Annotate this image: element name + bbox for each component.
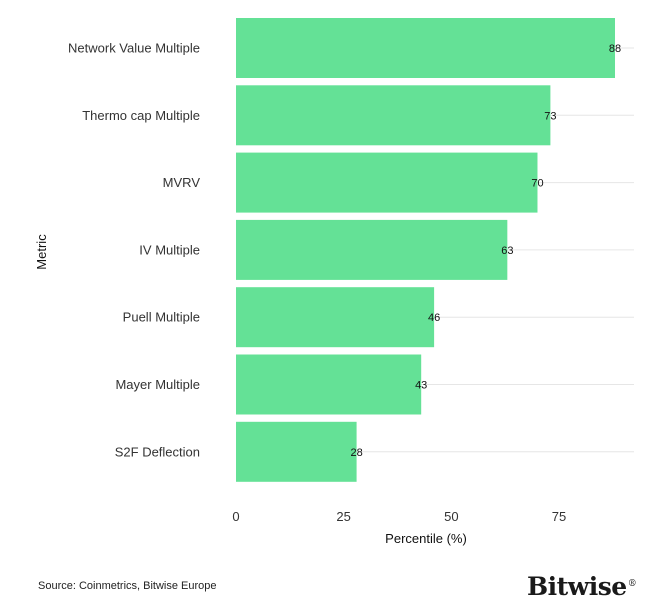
data-label: 63: [501, 245, 513, 257]
category-label: Mayer Multiple: [115, 377, 200, 392]
category-label: MVRV: [163, 175, 201, 190]
x-tick-label: 75: [552, 509, 566, 524]
registered-mark: ®: [627, 578, 637, 589]
category-label: Thermo cap Multiple: [82, 108, 200, 123]
bar: [236, 421, 357, 482]
bar: [236, 354, 422, 415]
category-label: IV Multiple: [139, 242, 200, 257]
data-label: 43: [415, 380, 427, 392]
source-note: Source: Coinmetrics, Bitwise Europe: [38, 580, 217, 592]
category-label: S2F Deflection: [115, 444, 200, 459]
x-axis-title: Percentile (%): [385, 531, 467, 546]
bar-chart: Network Value Multiple Thermo cap Multipl…: [34, 18, 634, 546]
x-tick-label: 0: [232, 509, 239, 524]
category-label: Network Value Multiple: [68, 41, 200, 56]
bar: [236, 152, 538, 213]
bar: [236, 287, 435, 348]
data-label: 88: [609, 43, 621, 55]
category-label: Puell Multiple: [123, 310, 200, 325]
data-label: 28: [350, 447, 362, 459]
category-labels: Network Value Multiple Thermo cap Multipl…: [68, 41, 200, 460]
data-label: 73: [544, 110, 556, 122]
x-tick-label: 25: [336, 509, 350, 524]
bar: [236, 85, 551, 146]
data-labels: 88 73 70 63 46 43 28: [350, 43, 621, 459]
bar: [236, 18, 615, 78]
data-label: 46: [428, 312, 440, 324]
x-tick-label: 50: [444, 509, 458, 524]
bitwise-logo: Bitwise®: [527, 572, 637, 601]
bars: [236, 18, 615, 482]
x-tick-labels: 0 25 50 75: [232, 509, 566, 524]
data-label: 70: [531, 178, 543, 190]
brand-name: Bitwise: [527, 572, 627, 601]
y-axis-title: Metric: [34, 234, 49, 270]
bar: [236, 219, 508, 280]
